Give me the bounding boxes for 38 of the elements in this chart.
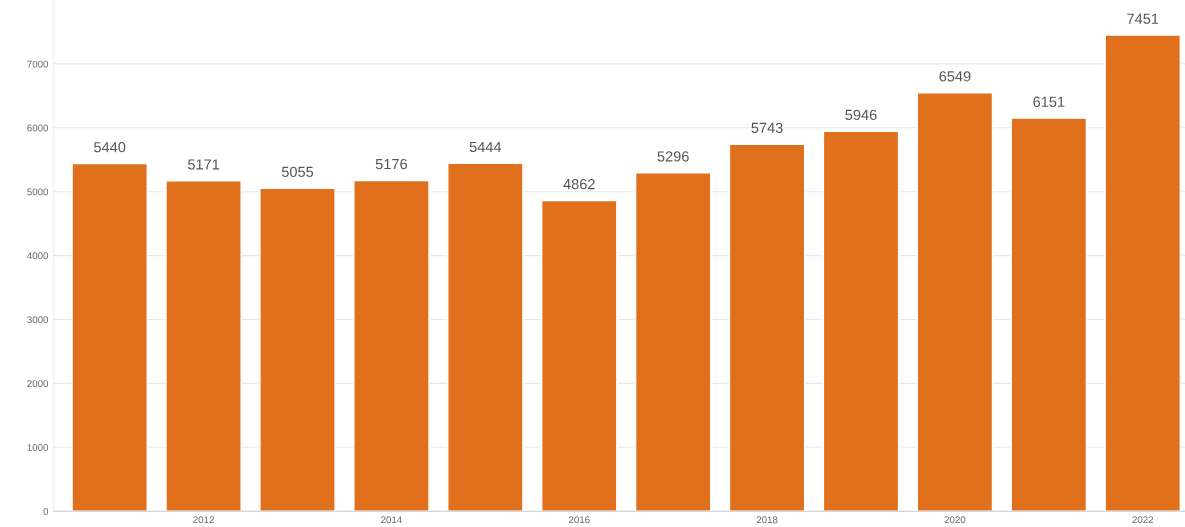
data-label: 5055	[281, 166, 314, 177]
y-tick-label: 7000	[27, 60, 49, 68]
data-label: 5946	[845, 109, 877, 121]
x-tick-label: 2016	[568, 516, 590, 524]
x-tick-label: 2018	[756, 516, 778, 524]
bar	[165, 180, 242, 512]
data-label: 5440	[94, 142, 126, 153]
bar	[540, 199, 618, 512]
data-label: 7451	[1127, 13, 1159, 24]
y-tick-label: 5000	[27, 188, 49, 196]
bar	[71, 162, 148, 512]
x-tick-label: 2022	[1132, 516, 1154, 524]
bar	[1010, 117, 1088, 512]
bar	[447, 162, 524, 512]
data-label: 5743	[751, 122, 783, 133]
bar	[353, 179, 430, 512]
data-label: 6549	[939, 71, 971, 82]
data-label: 5296	[657, 151, 689, 162]
bar	[259, 187, 336, 512]
y-tick-label: 6000	[27, 124, 49, 132]
y-tick-label: 3000	[27, 316, 49, 324]
bar	[728, 143, 806, 512]
bar	[1104, 34, 1181, 512]
y-tick-label: 1000	[27, 444, 49, 451]
x-tick-label: 2012	[193, 516, 214, 524]
data-label: 6151	[1033, 96, 1065, 107]
bar	[822, 130, 900, 512]
y-tick-label: 0	[43, 507, 49, 515]
data-label: 5444	[469, 141, 502, 153]
x-tick-label: 2020	[944, 516, 966, 524]
y-tick-label: 4000	[27, 252, 49, 260]
data-label: 5171	[187, 159, 220, 170]
bar	[916, 92, 994, 512]
data-label: 4862	[563, 178, 595, 190]
data-label: 5176	[375, 158, 407, 170]
x-tick-label: 2014	[381, 516, 402, 524]
bar	[634, 172, 712, 512]
y-tick-label: 2000	[27, 380, 49, 388]
